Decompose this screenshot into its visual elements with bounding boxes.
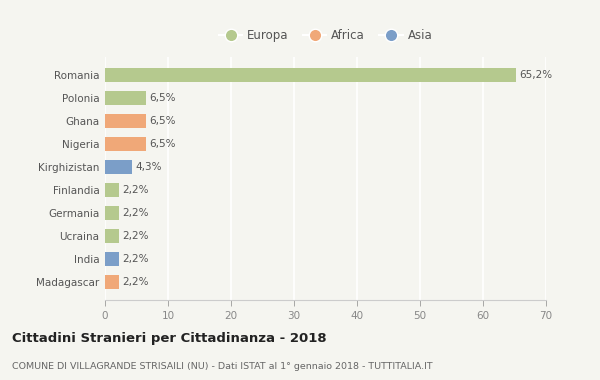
Text: 2,2%: 2,2%: [122, 277, 149, 287]
Text: COMUNE DI VILLAGRANDE STRISAILI (NU) - Dati ISTAT al 1° gennaio 2018 - TUTTITALI: COMUNE DI VILLAGRANDE STRISAILI (NU) - D…: [12, 362, 433, 370]
Bar: [105, 276, 119, 289]
Bar: [105, 252, 119, 266]
Text: 2,2%: 2,2%: [122, 254, 149, 264]
Text: 2,2%: 2,2%: [122, 231, 149, 241]
Text: Cittadini Stranieri per Cittadinanza - 2018: Cittadini Stranieri per Cittadinanza - 2…: [12, 332, 326, 345]
Text: 65,2%: 65,2%: [520, 70, 553, 80]
Text: 2,2%: 2,2%: [122, 208, 149, 218]
Bar: [105, 114, 146, 128]
Bar: [105, 137, 146, 151]
Bar: [105, 183, 119, 197]
Bar: [105, 68, 516, 82]
Bar: [105, 160, 132, 174]
Text: 4,3%: 4,3%: [136, 162, 163, 172]
Text: 2,2%: 2,2%: [122, 185, 149, 195]
Text: 6,5%: 6,5%: [150, 139, 176, 149]
Bar: [105, 229, 119, 243]
Bar: [105, 206, 119, 220]
Bar: [105, 91, 146, 105]
Text: 6,5%: 6,5%: [150, 116, 176, 126]
Text: 6,5%: 6,5%: [150, 93, 176, 103]
Legend: Europa, Africa, Asia: Europa, Africa, Asia: [214, 24, 437, 46]
